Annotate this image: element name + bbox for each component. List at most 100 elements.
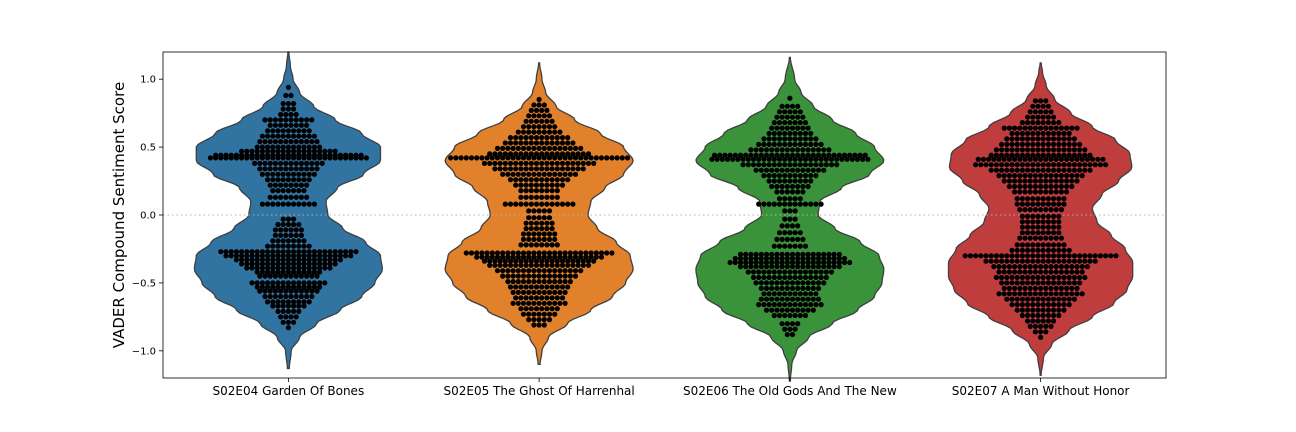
swarm-point [296,243,302,249]
swarm-point [580,160,586,166]
swarm-point [962,253,968,259]
swarm-point [280,269,286,275]
swarm-point [1043,178,1049,184]
swarm-point [1025,296,1031,302]
swarm-point [771,201,777,207]
swarm-point [1025,280,1031,286]
swarm-point [272,227,278,233]
swarm-point [769,264,775,270]
swarm-point [520,236,527,242]
swarm-point [1040,213,1046,219]
swarm-point [802,162,809,168]
swarm-point [1053,269,1059,275]
swarm-point [802,201,809,207]
swarm-point [306,261,312,267]
swarm-point [278,139,284,145]
swarm-point [249,261,255,267]
swarm-point [283,273,289,279]
swarm-point [311,133,317,139]
swarm-point [552,268,558,274]
swarm-point [810,296,816,302]
swarm-point [779,264,785,270]
swarm-point [254,253,260,259]
swarm-point [769,167,775,173]
swarm-point [288,232,294,238]
swarm-point [1001,125,1007,131]
swarm-point [1030,130,1036,137]
swarm-point [293,273,299,279]
swarm-point [306,265,312,271]
swarm-point [309,117,315,123]
swarm-point [1012,264,1018,270]
swarm-point [546,145,553,151]
swarm-point [1061,280,1067,286]
swarm-point [839,156,845,162]
swarm-point [518,151,524,157]
swarm-point [275,280,281,286]
swarm-point [800,259,806,266]
swarm-point [254,155,260,161]
swarm-point [536,311,542,317]
swarm-point [1006,125,1013,131]
swarm-point [518,306,524,312]
swarm-point [787,136,793,142]
swarm-point [1056,296,1062,302]
swarm-point [565,135,571,141]
swarm-point [539,140,545,146]
swarm-point [539,182,545,188]
swarm-point [275,249,281,255]
swarm-point [513,135,519,141]
swarm-point [1061,253,1067,259]
swarm-point [270,171,276,177]
swarm-point [797,120,803,126]
swarm-point [348,253,354,259]
swarm-point [265,269,271,275]
swarm-point [1045,162,1051,168]
swarm-point [296,280,302,286]
swarm-point [270,280,276,286]
swarm-point [748,251,754,257]
swarm-point [1045,312,1051,319]
swarm-point [233,257,239,263]
swarm-point [766,302,772,308]
swarm-point [784,167,790,173]
swarm-point [572,171,579,177]
swarm-point [1035,147,1041,153]
swarm-point [828,156,835,162]
swarm-point [1012,285,1018,291]
swarm-point [301,261,307,267]
swarm-point [531,289,537,295]
swarm-point [800,307,806,313]
swarm-point [554,182,560,188]
swarm-point [769,255,775,262]
swarm-point [815,147,822,153]
swarm-point [719,156,725,162]
swarm-point [1006,269,1013,275]
swarm-point [304,117,310,123]
swarm-point [1025,242,1031,248]
swarm-point [1113,253,1119,259]
swarm-point [1045,152,1051,158]
swarm-point [756,302,762,308]
swarm-point [363,155,369,161]
swarm-point [288,92,294,99]
swarm-point [800,167,806,173]
swarm-point [737,264,744,270]
swarm-point [779,147,785,153]
swarm-point [993,258,1000,264]
swarm-point [515,145,521,151]
swarm-point [288,194,294,200]
swarm-point [784,236,790,242]
swarm-point [539,262,545,268]
swarm-point [528,242,534,248]
swarm-point [1074,173,1080,179]
swarm-point [278,122,284,128]
swarm-point [1030,258,1036,264]
swarm-point [492,166,498,172]
swarm-layer [207,84,1119,340]
swarm-point [293,232,299,238]
swarm-point [588,155,594,161]
swarm-point [327,249,333,255]
swarm-point [1038,207,1044,213]
swarm-point [795,307,801,313]
